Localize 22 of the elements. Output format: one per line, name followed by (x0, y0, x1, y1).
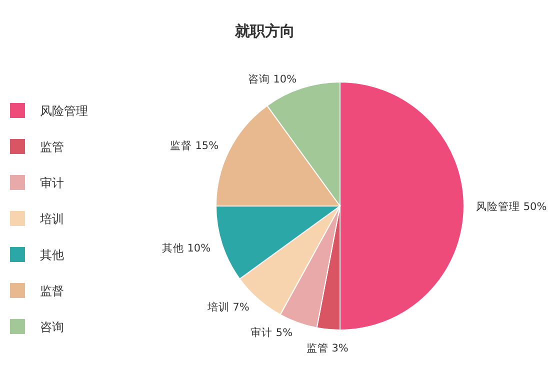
data-label: 10% (273, 74, 297, 86)
chart-title: 就职方向 (234, 22, 295, 40)
legend-label: 其他 (40, 248, 64, 262)
slice-label: 咨询 (248, 74, 274, 86)
slice-label: 风险管理 (476, 201, 524, 213)
legend-label: 咨询 (40, 320, 64, 334)
data-label: 7% (232, 302, 250, 314)
legend-label: 监管 (40, 140, 64, 154)
legend-label: 审计 (40, 176, 64, 190)
data-label: 3% (332, 342, 348, 354)
legend-label: 风险管理 (40, 104, 88, 118)
slice-label: 其他 (162, 241, 188, 254)
legend-label: 培训 (39, 212, 64, 226)
legend-label: 监督 (40, 284, 64, 298)
data-label: 50% (523, 201, 547, 213)
slice-label: 审计 (250, 326, 276, 340)
slice-label: 监管 (306, 342, 332, 354)
data-label: 10% (187, 242, 211, 254)
data-label: 15% (195, 140, 219, 152)
slice-label: 监督 (170, 139, 196, 152)
slice-label: 培训 (206, 300, 233, 314)
data-label: 5% (276, 327, 293, 340)
